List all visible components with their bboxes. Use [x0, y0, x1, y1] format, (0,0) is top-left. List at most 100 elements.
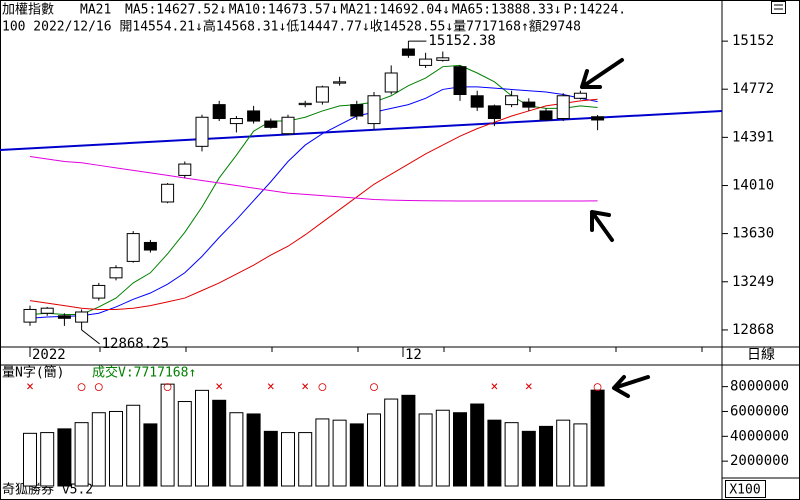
candle-body [522, 101, 536, 108]
legend-entry: MA21:14692.04↓ [340, 3, 450, 18]
candle-body [229, 118, 243, 125]
volume-bar [195, 389, 209, 487]
candle-body [298, 102, 312, 106]
header-title: 加權指數 [2, 3, 54, 18]
candle-body [281, 116, 295, 135]
volume-bar [281, 432, 295, 487]
volume-bar [332, 419, 347, 487]
candle-body [315, 86, 329, 103]
candle-body [92, 284, 106, 299]
volume-bar [126, 404, 141, 487]
signal: × [267, 380, 275, 395]
period: 日線 [747, 347, 775, 363]
trend-line [0, 110, 723, 151]
signal: ○ [594, 380, 602, 395]
candle-body [591, 116, 605, 121]
signal: ○ [78, 380, 86, 395]
legend-entry: MA10:14673.57↓ [229, 3, 339, 18]
arrow [590, 210, 614, 242]
volume-bar [384, 398, 399, 487]
candle-body [505, 95, 519, 106]
volume-bar [556, 419, 571, 487]
volume-bar [57, 428, 72, 487]
volume-bar [143, 423, 158, 487]
annotation-leader [81, 329, 100, 345]
volume-bar [212, 399, 227, 487]
candle-body [57, 315, 71, 319]
arrow [580, 58, 624, 89]
volume-bar [177, 401, 192, 487]
candle-body [126, 233, 140, 262]
annotation: 15152.38 [428, 33, 495, 49]
volume-bar [470, 403, 485, 487]
candle-body [573, 92, 587, 99]
candle-body [556, 95, 570, 120]
header-quote: 100 2022/12/16 開14554.21↓高14568.31↓低1444… [2, 19, 581, 35]
volume-bar [263, 430, 278, 487]
arrows [580, 58, 650, 398]
volume-bar [349, 423, 364, 487]
volume-y-tick-label: 4000000 [730, 428, 789, 444]
y-tick-label: 13630 [732, 226, 774, 242]
volume-bar [539, 425, 553, 487]
candle-body [487, 105, 501, 120]
candle-body [247, 110, 261, 122]
ma-line [29, 155, 598, 202]
volume-y-tick-label: 6000000 [730, 403, 789, 419]
y-tick-label: 15152 [732, 33, 774, 49]
x-label: 2022 [32, 347, 66, 363]
candle-body [161, 183, 175, 203]
volume-bar [521, 430, 536, 487]
candle-body [350, 104, 364, 117]
signal: × [26, 380, 34, 395]
window-icon[interactable] [771, 1, 786, 14]
volume-bar [246, 413, 261, 487]
candle-body [436, 57, 450, 61]
signal: × [490, 380, 498, 395]
signal: ○ [370, 380, 378, 395]
candle-body [195, 116, 209, 147]
arrow [612, 375, 650, 398]
candle-body [367, 95, 381, 125]
y-tick-label: 14010 [732, 178, 774, 194]
ma-line [29, 98, 598, 310]
volume-bar [91, 412, 106, 487]
volume-bar [418, 413, 433, 487]
legend-entry: MA65:13888.33↓ [452, 3, 562, 18]
signal: × [215, 380, 223, 395]
legend-entry: MA5:14627.52↓ [125, 3, 227, 18]
y-tick-label: 14772 [732, 81, 774, 97]
candle-body [109, 267, 123, 279]
candle-body [419, 58, 433, 66]
volume-bar [298, 432, 313, 487]
volume-bar [160, 383, 175, 487]
volume-bar [315, 418, 330, 487]
signal: ○ [318, 380, 326, 395]
candle-body [23, 308, 37, 323]
volume-y-tick-label: 8000000 [730, 379, 789, 395]
candle-body [401, 48, 415, 56]
signal: ○ [164, 380, 172, 395]
volume-bar [109, 410, 123, 487]
volume-bar [401, 394, 416, 487]
annotation: 12868.25 [102, 336, 169, 352]
volume-bar [435, 409, 450, 487]
volume-bar [74, 422, 89, 487]
icon-box[interactable] [771, 1, 786, 14]
candle-body [384, 72, 398, 93]
volume-bar [453, 412, 467, 487]
unit-box [725, 480, 766, 498]
volume-bar [504, 422, 519, 487]
signal: × [301, 380, 309, 395]
candle-body [470, 95, 484, 108]
candle-body [453, 66, 467, 95]
volume-bar [367, 413, 381, 487]
volume-bar [40, 432, 55, 487]
x-label: 12 [405, 347, 422, 363]
volume-bar [487, 419, 502, 487]
volume-summary: 成交V:7717168↑ [92, 365, 196, 381]
volume-bar [573, 423, 588, 487]
volume-bar [590, 389, 605, 487]
volume-unit: X100 [729, 483, 760, 498]
